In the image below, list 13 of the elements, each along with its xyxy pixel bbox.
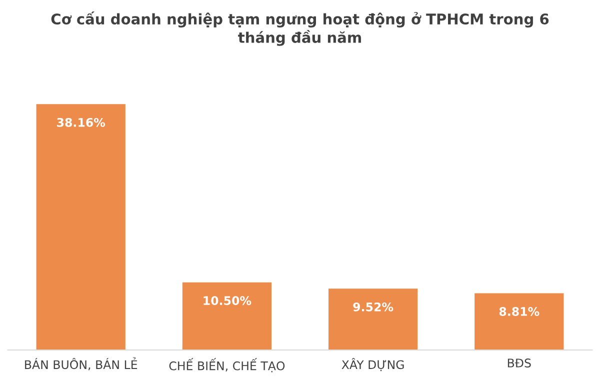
bar <box>474 293 564 350</box>
bar <box>36 104 126 350</box>
data-label: 10.50% <box>204 296 252 306</box>
chart-title: Cơ cấu doanh nghiệp tạm ngưng hoạt động ở TPHCM trong 6 tháng đầu năm <box>51 12 549 46</box>
x-tick-label: BÁN BUÔN, BÁN LẺ <box>25 357 138 370</box>
bar <box>182 282 272 350</box>
data-label: 8.81% <box>499 307 540 316</box>
bar <box>328 288 418 350</box>
x-tick-label: XÂY DỰNG <box>342 358 404 372</box>
x-tick-label: BĐS <box>508 358 531 368</box>
data-label: 9.52% <box>353 302 394 312</box>
data-label: 38.16% <box>57 118 106 127</box>
x-tick-label: CHẾ BIẾN, CHẾ TẠO <box>169 358 285 372</box>
